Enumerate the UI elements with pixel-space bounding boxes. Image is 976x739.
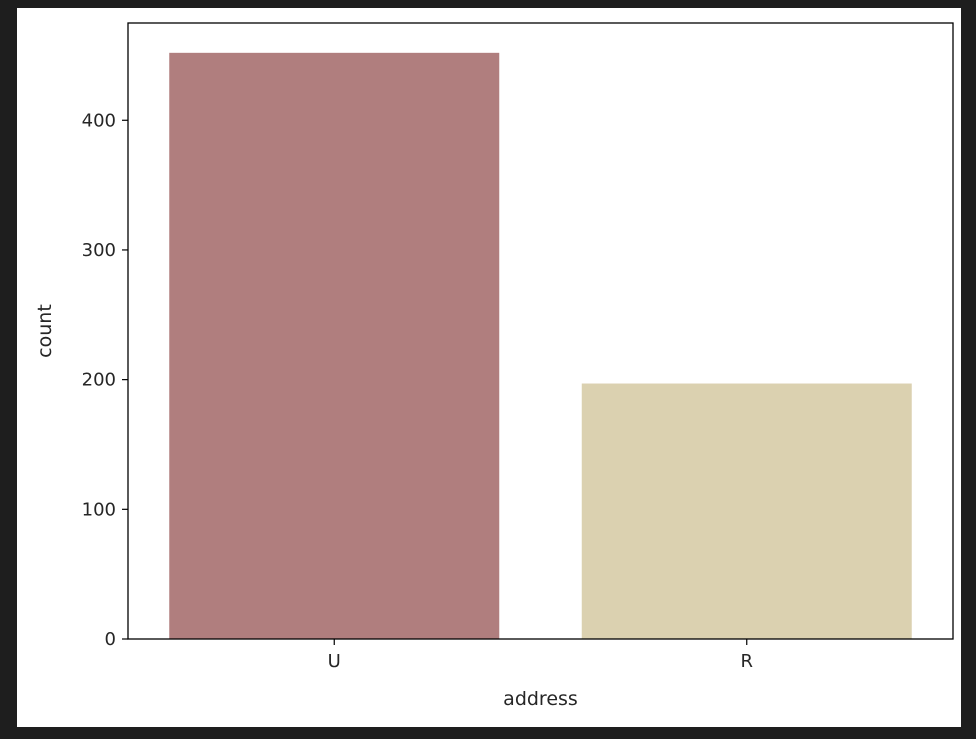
y-tick-label-100: 100 xyxy=(82,499,116,520)
y-tick-label-300: 300 xyxy=(82,240,116,261)
y-tick-label-0: 0 xyxy=(105,629,116,650)
x-axis-label: address xyxy=(503,688,578,710)
plot-area-frame xyxy=(127,22,954,640)
x-tick-label-r: R xyxy=(740,651,753,672)
y-tick-label-200: 200 xyxy=(82,370,116,391)
bar-r xyxy=(581,383,912,639)
y-axis-ticks: 0 100 200 300 400 xyxy=(82,110,128,650)
bars-group xyxy=(169,52,912,639)
bar-u xyxy=(169,52,500,639)
y-axis-label: count xyxy=(34,304,56,358)
x-tick-label-u: U xyxy=(328,651,341,672)
y-tick-label-400: 400 xyxy=(82,110,116,131)
